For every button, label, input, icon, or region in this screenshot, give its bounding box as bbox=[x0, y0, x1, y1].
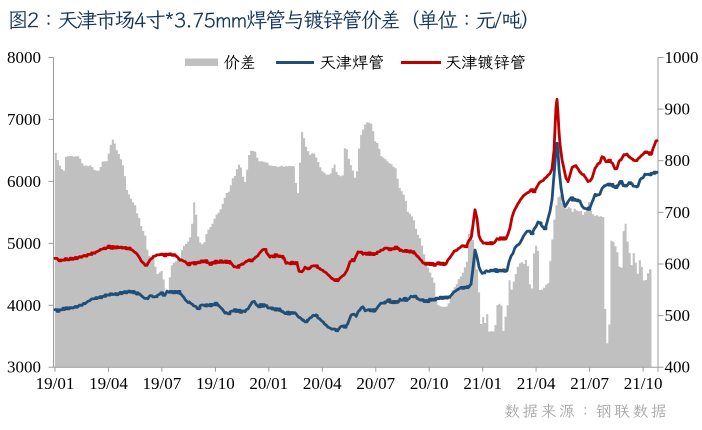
svg-text:20/04: 20/04 bbox=[303, 374, 342, 393]
svg-text:600: 600 bbox=[665, 255, 691, 274]
svg-text:21/01: 21/01 bbox=[463, 374, 502, 393]
svg-text:400: 400 bbox=[665, 358, 691, 377]
svg-text:3000: 3000 bbox=[7, 358, 41, 377]
svg-text:5000: 5000 bbox=[7, 234, 41, 253]
svg-text:1000: 1000 bbox=[665, 48, 699, 67]
svg-text:20/01: 20/01 bbox=[249, 374, 288, 393]
svg-text:500: 500 bbox=[665, 306, 691, 325]
svg-text:20/10: 20/10 bbox=[410, 374, 449, 393]
svg-text:20/07: 20/07 bbox=[356, 374, 395, 393]
svg-text:800: 800 bbox=[665, 151, 691, 170]
svg-text:19/01: 19/01 bbox=[36, 374, 75, 393]
svg-text:900: 900 bbox=[665, 100, 691, 119]
svg-text:7000: 7000 bbox=[7, 110, 41, 129]
svg-text:21/07: 21/07 bbox=[570, 374, 609, 393]
svg-text:19/10: 19/10 bbox=[196, 374, 235, 393]
svg-text:19/07: 19/07 bbox=[143, 374, 182, 393]
svg-text:21/04: 21/04 bbox=[517, 374, 556, 393]
svg-text:6000: 6000 bbox=[7, 172, 41, 191]
svg-text:700: 700 bbox=[665, 203, 691, 222]
svg-text:8000: 8000 bbox=[7, 48, 41, 67]
svg-text:19/04: 19/04 bbox=[89, 374, 128, 393]
svg-text:4000: 4000 bbox=[7, 296, 41, 315]
svg-text:21/10: 21/10 bbox=[624, 374, 663, 393]
